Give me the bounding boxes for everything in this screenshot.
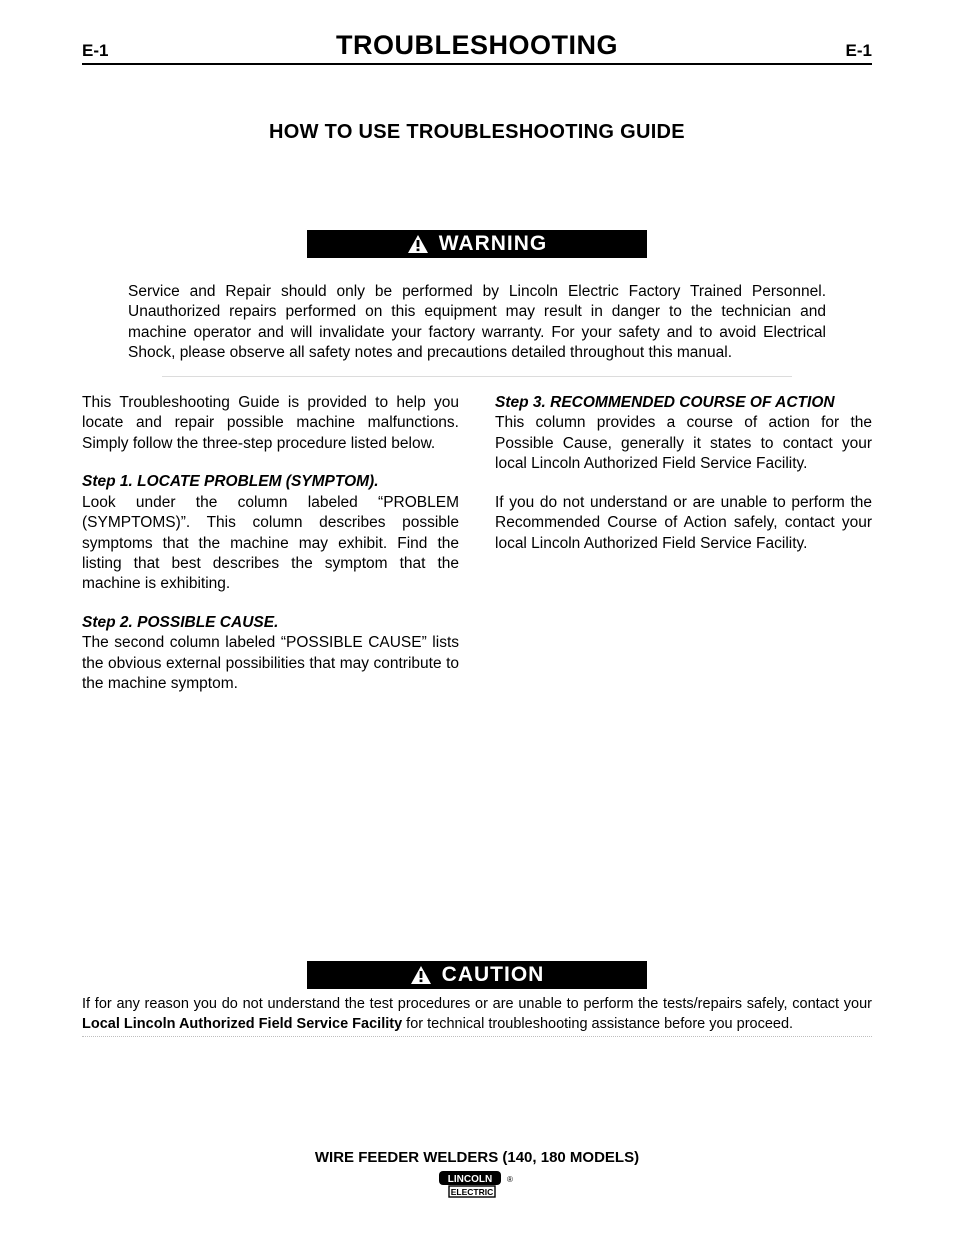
logo-top-text: LINCOLN: [448, 1174, 492, 1185]
warning-label: WARNING: [439, 232, 548, 256]
caution-bold-facility: Local Lincoln Authorized Field Service F…: [82, 1016, 402, 1032]
logo-bottom-text: ELECTRIC: [451, 1187, 494, 1197]
two-column-body: This Troubleshooting Guide is provided t…: [82, 393, 872, 695]
step3-text: This column provides a course of action …: [495, 413, 872, 474]
footer-model-line: WIRE FEEDER WELDERS (140, 180 MODELS): [0, 1149, 954, 1166]
divider-thin: [162, 376, 792, 377]
lincoln-electric-logo: LINCOLN ® ELECTRIC: [437, 1170, 517, 1203]
step2-heading: Step 2. POSSIBLE CAUSE.: [82, 613, 459, 633]
step1-heading: Step 1. LOCATE PROBLEM (SYMPTOM).: [82, 472, 459, 492]
caution-block: CAUTION If for any reason you do not und…: [82, 961, 872, 1037]
caution-text-after: for technical troubleshooting assistance…: [402, 1016, 793, 1032]
left-column: This Troubleshooting Guide is provided t…: [82, 393, 459, 695]
caution-label: CAUTION: [442, 963, 545, 987]
page: E-1 TROUBLESHOOTING E-1 HOW TO USE TROUB…: [0, 0, 954, 1235]
right-column: Step 3. RECOMMENDED COURSE OF ACTION Thi…: [495, 393, 872, 695]
page-header: E-1 TROUBLESHOOTING E-1: [82, 30, 872, 65]
step2-text: The second column labeled “POSSIBLE CAUS…: [82, 633, 459, 694]
header-title: TROUBLESHOOTING: [162, 30, 792, 61]
warning-triangle-icon: [410, 965, 432, 985]
step1-text: Look under the column labeled “PROBLEM (…: [82, 493, 459, 595]
header-left-page-number: E-1: [82, 41, 162, 61]
caution-body-text: If for any reason you do not understand …: [82, 995, 872, 1034]
step3-heading: Step 3. RECOMMENDED COURSE OF ACTION: [495, 393, 872, 413]
divider-dotted: [82, 1036, 872, 1037]
logo-registered-mark: ®: [507, 1175, 513, 1184]
header-right-page-number: E-1: [792, 41, 872, 61]
caution-text-before: If for any reason you do not understand …: [82, 996, 872, 1012]
caution-banner: CAUTION: [307, 961, 647, 989]
intro-paragraph: This Troubleshooting Guide is provided t…: [82, 393, 459, 454]
closing-paragraph: If you do not understand or are unable t…: [495, 493, 872, 554]
section-subtitle: HOW TO USE TROUBLESHOOTING GUIDE: [82, 121, 872, 144]
warning-body-text: Service and Repair should only be perfor…: [128, 282, 826, 364]
warning-triangle-icon: [407, 234, 429, 254]
page-footer: WIRE FEEDER WELDERS (140, 180 MODELS) LI…: [0, 1149, 954, 1203]
warning-banner: WARNING: [307, 230, 647, 258]
